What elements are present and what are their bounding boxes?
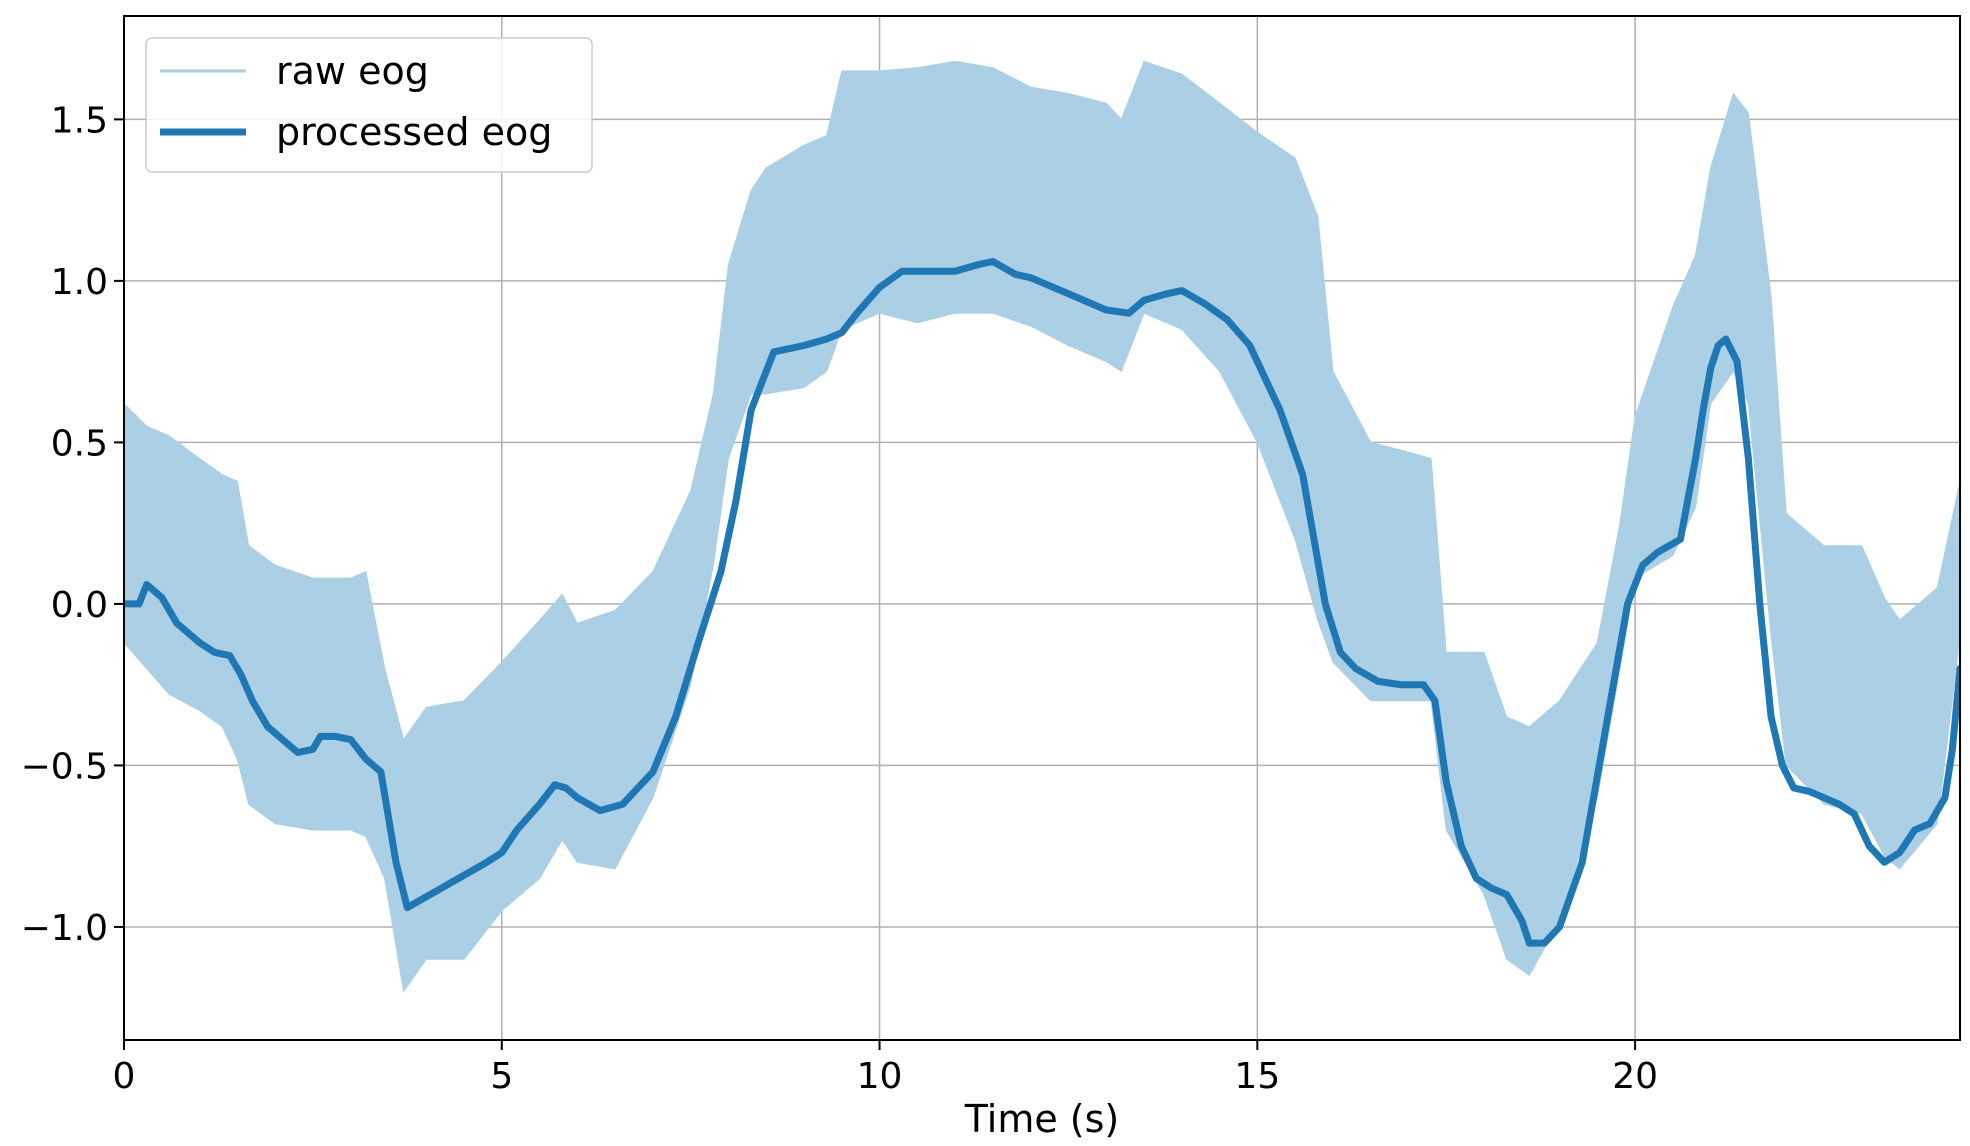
y-tick-label: 0.5 — [51, 423, 108, 464]
y-tick-label: 1.0 — [51, 262, 108, 303]
x-tick-label: 5 — [490, 1056, 513, 1097]
plot-frame — [123, 15, 1961, 1041]
x-tick-label: 15 — [1234, 1056, 1280, 1097]
legend-box — [145, 37, 593, 173]
processed-eog-line — [124, 258, 1960, 947]
x-tick-label: 10 — [857, 1056, 903, 1097]
y-tick-label: −1.0 — [21, 908, 108, 949]
plot-series — [124, 60, 1960, 993]
axis-ticks: 0 5 10 15 20 −1.0 −0.5 0.0 0.5 1.0 1.5 — [21, 100, 1658, 1097]
legend-label-raw: raw eog — [276, 49, 429, 93]
legend: raw eog processed eog — [145, 37, 593, 173]
y-tick-label: −0.5 — [21, 746, 108, 787]
x-tick-label: 0 — [113, 1056, 136, 1097]
y-tick-label: 0.0 — [51, 585, 108, 626]
x-tick-label: 20 — [1612, 1056, 1658, 1097]
raw-eog-line — [124, 61, 1960, 990]
y-tick-label: 1.5 — [51, 100, 108, 141]
legend-label-processed: processed eog — [276, 110, 552, 154]
x-axis-label: Time (s) — [964, 1097, 1120, 1141]
